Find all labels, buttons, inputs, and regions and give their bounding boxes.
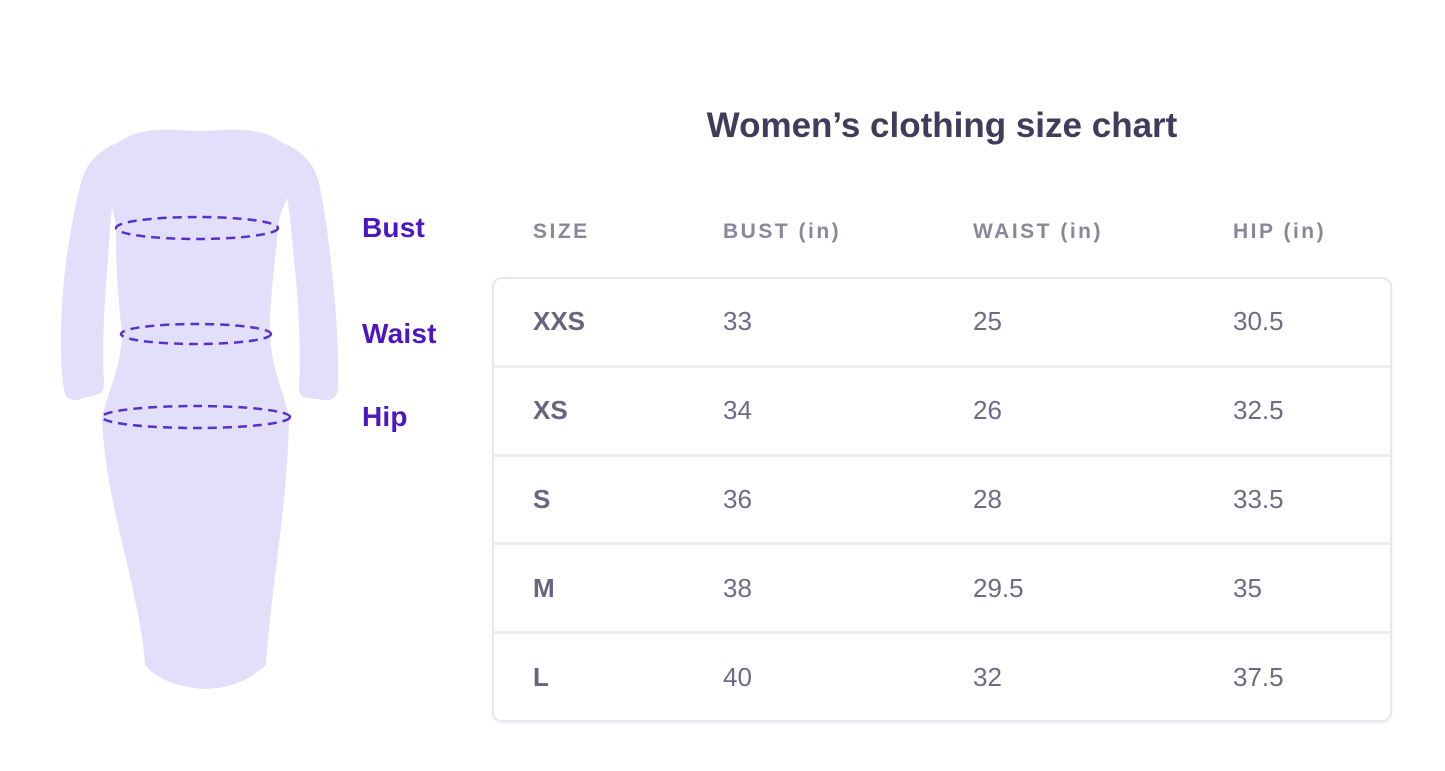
dress-left-sleeve [60,143,119,401]
cell-bust: 34 [723,395,752,426]
table-row: M 38 29.5 35 [494,545,1390,635]
cell-bust: 40 [723,661,752,692]
cell-hip: 35 [1233,572,1262,603]
size-table: XXS 33 25 30.5 XS 34 26 32.5 S 36 28 33.… [492,277,1392,722]
header-size: SIZE [533,220,590,243]
cell-bust: 36 [723,483,752,514]
cell-waist: 28 [973,483,1002,514]
cell-waist: 32 [973,661,1002,692]
hip-label: Hip [362,401,408,432]
dress-right-sleeve [281,143,339,401]
header-bust: BUST (in) [723,220,842,243]
cell-hip: 33.5 [1233,483,1284,514]
cell-hip: 37.5 [1233,661,1284,692]
cell-waist: 25 [973,306,1002,337]
waist-label: Waist [362,318,437,349]
cell-bust: 33 [723,306,752,337]
cell-waist: 29.5 [973,572,1024,603]
cell-size: S [533,483,551,514]
table-header-row: SIZE BUST (in) WAIST (in) HIP (in) [492,220,1392,248]
table-row: L 40 32 37.5 [494,634,1390,720]
cell-size: XS [533,395,568,426]
cell-size: L [533,661,549,692]
cell-size: M [533,572,555,603]
header-hip: HIP (in) [1233,220,1327,243]
dress-body [102,129,293,689]
dress-illustration [60,129,339,689]
cell-hip: 30.5 [1233,306,1284,337]
hip-measure-line [100,404,292,430]
page-title: Women’s clothing size chart [706,106,1178,145]
waist-measure-line [119,322,273,346]
table-row: XXS 33 25 30.5 [494,279,1390,368]
table-row: XS 34 26 32.5 [494,367,1390,457]
cell-hip: 32.5 [1233,395,1284,426]
table-row: S 36 28 33.5 [494,456,1390,546]
cell-waist: 26 [973,395,1002,426]
header-waist: WAIST (in) [973,220,1103,243]
bust-measure-line [114,215,280,241]
cell-bust: 38 [723,572,752,603]
cell-size: XXS [533,306,586,337]
bust-label: Bust [362,212,426,243]
